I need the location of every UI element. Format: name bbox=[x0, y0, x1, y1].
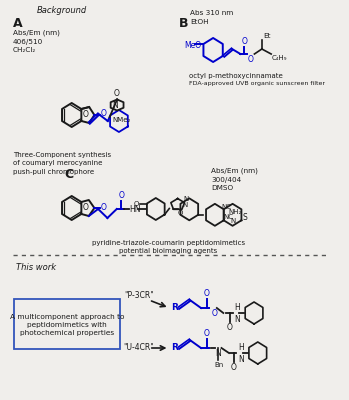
Text: NC: NC bbox=[221, 204, 231, 210]
Text: N: N bbox=[238, 355, 244, 364]
Text: HN: HN bbox=[130, 204, 141, 214]
Text: O: O bbox=[113, 88, 119, 98]
Text: NMe₂: NMe₂ bbox=[112, 118, 130, 124]
Text: octyl p-methoxycinnamate: octyl p-methoxycinnamate bbox=[189, 73, 283, 79]
Text: A: A bbox=[13, 17, 23, 30]
Text: S: S bbox=[242, 213, 247, 222]
Text: Et: Et bbox=[263, 33, 270, 39]
Text: N: N bbox=[184, 196, 189, 202]
Text: O: O bbox=[231, 363, 237, 372]
Text: R: R bbox=[171, 304, 178, 312]
Text: O: O bbox=[248, 55, 254, 64]
Text: Abs/Em (nm)
300/404
DMSO: Abs/Em (nm) 300/404 DMSO bbox=[211, 168, 258, 192]
Text: O: O bbox=[101, 110, 107, 118]
Text: Bn: Bn bbox=[214, 362, 223, 368]
Text: O: O bbox=[82, 203, 88, 212]
Text: MeO: MeO bbox=[184, 40, 201, 50]
Text: "U-4CR": "U-4CR" bbox=[123, 344, 154, 352]
Text: R: R bbox=[171, 344, 178, 352]
Text: O: O bbox=[241, 37, 247, 46]
Text: N: N bbox=[215, 349, 221, 358]
Text: O: O bbox=[101, 202, 107, 212]
Text: This work: This work bbox=[16, 263, 56, 272]
Text: B: B bbox=[179, 17, 188, 30]
Text: O: O bbox=[211, 309, 217, 318]
Text: N: N bbox=[235, 315, 240, 324]
Text: FDA-approved UVB organic sunscreen filter: FDA-approved UVB organic sunscreen filte… bbox=[189, 81, 325, 86]
Text: N: N bbox=[112, 100, 118, 110]
Text: C: C bbox=[64, 168, 73, 181]
Text: NH₂: NH₂ bbox=[228, 209, 241, 215]
Text: H: H bbox=[238, 343, 244, 352]
Text: O: O bbox=[82, 110, 88, 119]
Text: O: O bbox=[204, 329, 209, 338]
Text: "P-3CR": "P-3CR" bbox=[124, 292, 154, 300]
Text: Background: Background bbox=[36, 6, 87, 15]
Text: Three-Component synthesis
of coumaryl merocyanine
push-pull chromophore: Three-Component synthesis of coumaryl me… bbox=[13, 152, 111, 175]
Text: O: O bbox=[134, 202, 139, 208]
Text: NC: NC bbox=[224, 214, 234, 220]
Text: Abs 310 nm
EtOH: Abs 310 nm EtOH bbox=[190, 10, 233, 24]
Text: C₄H₉: C₄H₉ bbox=[272, 55, 288, 61]
Text: H: H bbox=[235, 303, 240, 312]
Text: N: N bbox=[231, 218, 236, 224]
Text: N: N bbox=[183, 202, 188, 208]
Text: O: O bbox=[178, 210, 184, 216]
Text: A multicomponent approach to
peptidomimetics with
photochemical properties: A multicomponent approach to peptidomime… bbox=[10, 314, 124, 336]
Text: O: O bbox=[227, 323, 233, 332]
Text: pyridine-triazole-coumarin peptidomimetics
potential bioimaging agents: pyridine-triazole-coumarin peptidomimeti… bbox=[92, 240, 245, 254]
Text: O: O bbox=[118, 191, 124, 200]
Text: Abs/Em (nm)
406/510
CH₂Cl₂: Abs/Em (nm) 406/510 CH₂Cl₂ bbox=[13, 30, 60, 54]
Text: O: O bbox=[204, 289, 209, 298]
